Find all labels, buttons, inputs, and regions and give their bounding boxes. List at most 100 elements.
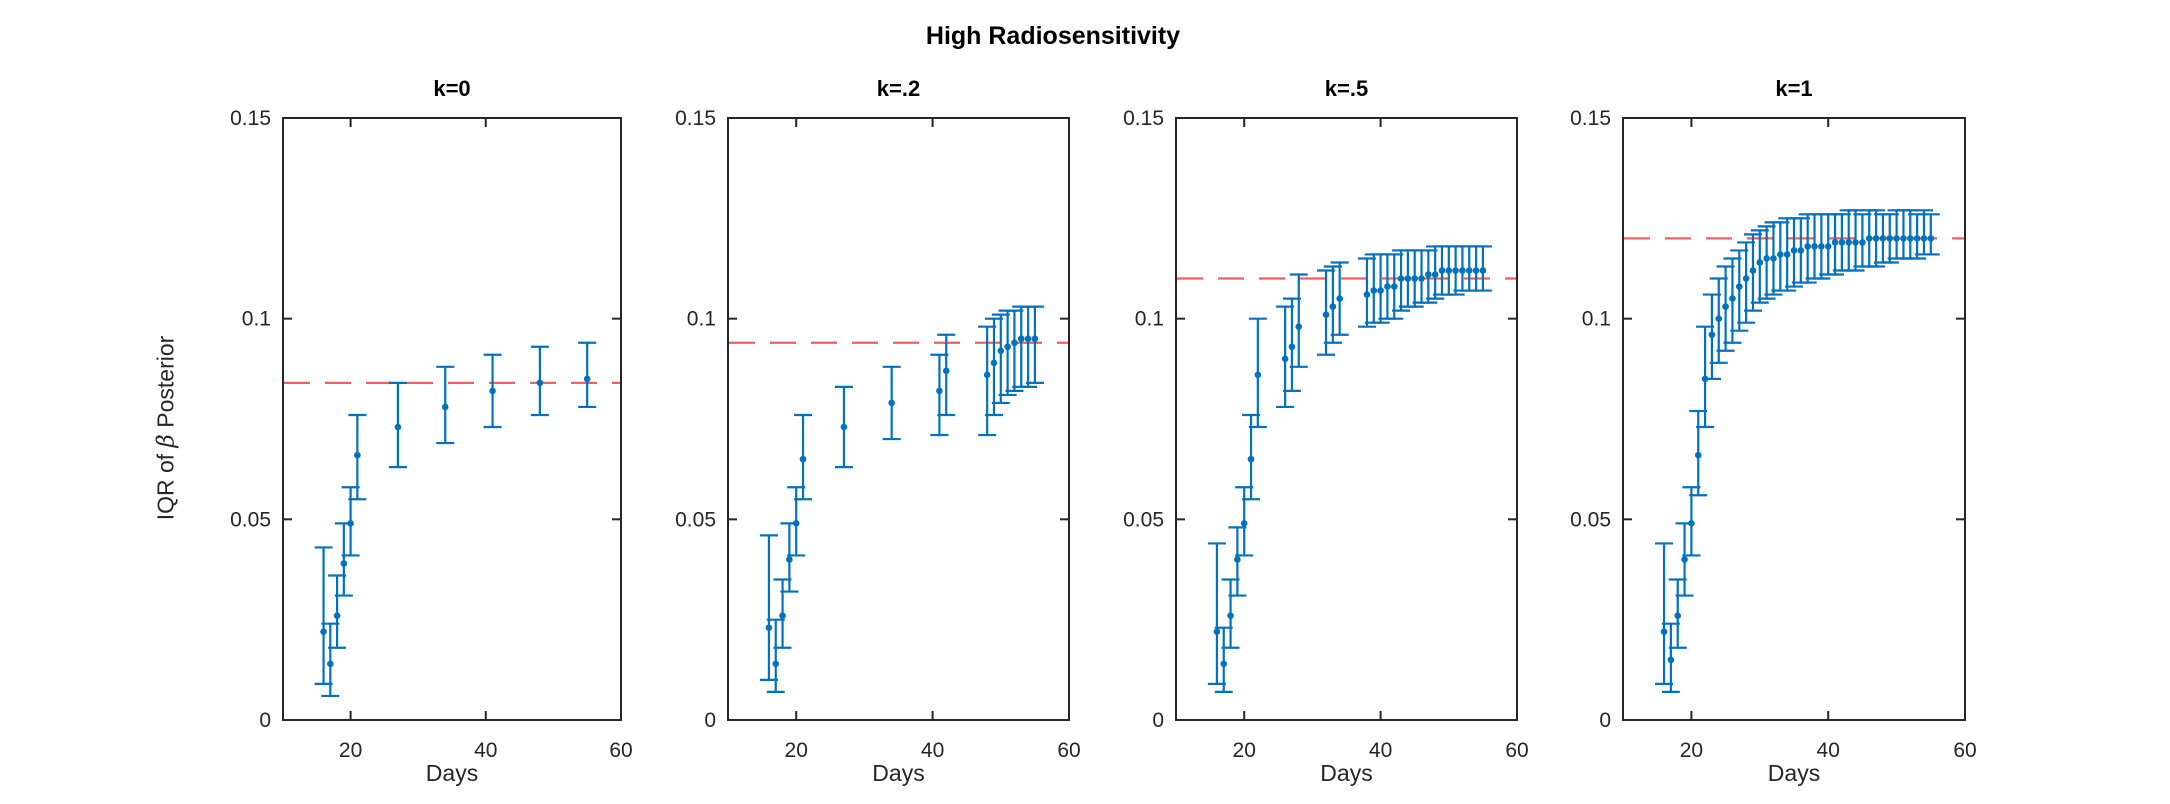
data-point [1722,303,1729,310]
data-point [983,371,991,379]
data-point [1756,259,1764,266]
data-point [1397,275,1405,282]
data-point [1674,612,1682,619]
data-point [1790,247,1798,254]
y-tick-label: 0 [1152,709,1164,732]
x-axis-label-k1: Days [1767,760,1821,786]
data-point [1831,239,1839,246]
subplot-title-k1: k=1 [1775,76,1813,101]
data-point [1281,355,1289,363]
data-point [779,612,786,619]
data-point [1688,520,1695,527]
y-tick-label: 0.15 [230,107,271,130]
y-axis-label-prefix: IQR of [152,447,179,521]
y-tick-label: 0.05 [1570,508,1611,531]
data-point [1254,371,1262,379]
data-point [1900,235,1907,242]
axes-box [1175,117,1518,721]
data-point [1017,335,1025,343]
data-point [1660,628,1668,636]
data-point [1777,251,1784,258]
data-point [1247,455,1255,463]
data-point [1370,287,1378,294]
data-point [1438,267,1446,274]
y-tick-label: 0.1 [1135,308,1164,331]
data-point [1472,267,1480,274]
data-point [1220,660,1228,668]
x-tick-label: 20 [339,739,362,762]
data-point [799,455,807,463]
subplot-title-k05: k=.5 [1324,76,1369,101]
data-point [1004,343,1011,351]
data-point [1418,275,1425,282]
data-point [1452,267,1459,274]
data-point [1445,267,1453,274]
data-point [936,387,943,395]
data-point [1031,335,1039,343]
data-point [1715,315,1723,322]
x-tick-label: 40 [921,739,944,762]
axes-box [282,117,622,721]
x-tick-label: 60 [609,739,632,762]
y-axis-label-suffix: Posterior [152,335,179,435]
data-point [394,423,402,431]
data-point [1431,271,1439,278]
data-point [1234,556,1241,563]
data-point [1879,235,1887,242]
data-point [1770,255,1777,262]
data-point [347,520,354,527]
data-point [1465,267,1473,274]
data-point [1913,235,1921,242]
y-tick-label: 0.05 [675,508,716,531]
data-point [1694,451,1702,459]
data-point [1797,247,1805,254]
subplot-k=1: 20 40 60 0 0.05 0.1 0.15 [1570,107,1977,762]
data-point [1838,239,1846,246]
data-point [1824,243,1832,250]
x-tick-label: 40 [1817,739,1840,762]
data-point [1804,243,1811,250]
data-point [1886,235,1894,242]
y-tick-label: 0.05 [1123,508,1164,531]
x-tick-label: 60 [1505,739,1528,762]
y-tick-label: 0.1 [242,308,271,331]
axes-box [1622,117,1966,721]
data-point [1763,255,1770,262]
x-axis-label-k05: Days [1320,760,1373,786]
data-point [327,660,334,668]
y-tick-label: 0.15 [1123,107,1164,130]
data-point [340,560,348,567]
data-point [1363,291,1371,298]
figure-title: High Radiosensitivity [925,22,1181,50]
x-axis-label-k02: Days [872,760,925,786]
data-point [772,660,780,668]
data-point [1011,339,1018,347]
data-point [320,628,327,636]
y-axis-label: IQR of β Posterior [153,336,180,521]
subplot-k=.2: 20 40 60 0 0.05 0.1 0.15 [675,107,1081,762]
data-point [1811,243,1818,250]
data-point [1783,251,1791,258]
x-tick-label: 20 [785,739,808,762]
data-point [1749,267,1757,274]
data-point [1322,311,1330,318]
data-point [1336,295,1343,302]
data-point [1425,271,1432,278]
x-tick-label: 20 [1680,739,1703,762]
y-tick-label: 0.05 [230,508,271,531]
data-point [1681,556,1688,563]
data-point [1024,335,1032,343]
data-point [1384,283,1391,290]
y-tick-label: 0 [704,709,716,732]
x-tick-label: 20 [1233,739,1256,762]
x-tick-label: 60 [1057,739,1080,762]
data-point [441,403,449,411]
data-point [1729,295,1736,302]
data-point [536,379,544,387]
data-point [942,367,950,375]
data-point [1227,612,1234,619]
data-point [765,624,773,631]
data-point [1667,656,1675,664]
data-point [1240,520,1248,527]
